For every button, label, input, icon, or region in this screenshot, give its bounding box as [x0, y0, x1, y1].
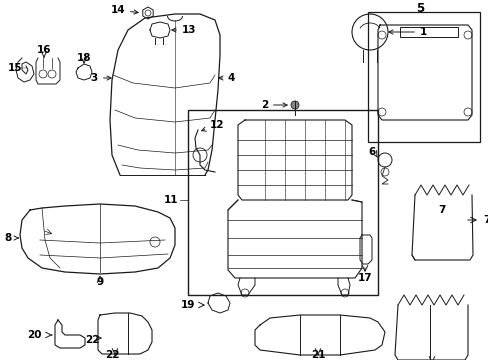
Text: 9: 9: [96, 277, 103, 287]
Text: 19: 19: [180, 300, 195, 310]
Text: 13: 13: [171, 25, 196, 35]
Bar: [399, 27, 457, 37]
Bar: [187, 110, 377, 295]
Text: 20: 20: [27, 330, 42, 340]
Text: 22: 22: [104, 350, 119, 360]
Bar: [367, 12, 479, 142]
Text: 15: 15: [8, 63, 22, 73]
Text: 4: 4: [219, 73, 235, 83]
Text: 2: 2: [260, 100, 286, 110]
Text: 8: 8: [5, 233, 18, 243]
Text: 1: 1: [388, 27, 427, 37]
Text: 7: 7: [482, 215, 488, 225]
Text: 6: 6: [367, 147, 375, 157]
Text: 22: 22: [85, 335, 100, 345]
Text: 3: 3: [91, 73, 111, 83]
Text: 5: 5: [415, 1, 423, 14]
Text: 18: 18: [77, 53, 91, 63]
Circle shape: [290, 101, 298, 109]
Text: 17: 17: [357, 273, 371, 283]
Text: 11: 11: [163, 195, 178, 205]
Text: 14: 14: [110, 5, 138, 15]
Text: 16: 16: [37, 45, 51, 55]
Text: 12: 12: [201, 120, 224, 131]
Text: 21: 21: [310, 350, 325, 360]
Text: 7: 7: [437, 205, 445, 215]
